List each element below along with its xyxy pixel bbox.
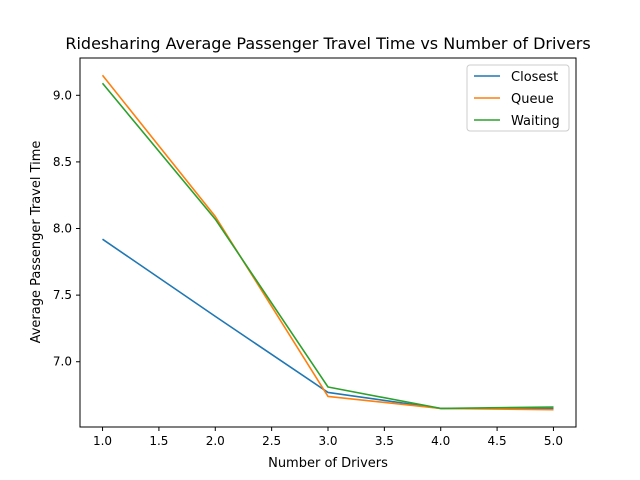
- y-tick-label: 8.5: [53, 155, 72, 169]
- series-line-waiting: [101, 82, 554, 410]
- chart-title: Ridesharing Average Passenger Travel Tim…: [65, 34, 590, 53]
- x-axis-label: Number of Drivers: [268, 456, 388, 471]
- x-tick-label: 1.5: [149, 434, 168, 448]
- legend-box: [466, 64, 570, 132]
- y-axis-ticks: 7.0 7.5 8.0 8.5 9.0: [53, 88, 80, 369]
- x-tick-label: 3.0: [318, 434, 337, 448]
- x-tick-label: 1.0: [93, 434, 112, 448]
- legend-label-waiting: Waiting: [511, 114, 560, 129]
- y-axis-label: Average Passenger Travel Time: [29, 141, 44, 344]
- x-tick-label: 4.5: [488, 434, 507, 448]
- x-tick-label: 2.5: [262, 434, 281, 448]
- plot-lines: [101, 74, 554, 411]
- legend: Closest Queue Waiting: [466, 64, 570, 132]
- x-axis-ticks: 1.0 1.5 2.0 2.5 3.0 3.5 4.0 4.5 5.0: [93, 427, 563, 448]
- y-tick-label: 7.0: [53, 355, 72, 369]
- x-tick-label: 4.0: [431, 434, 450, 448]
- y-tick-label: 8.0: [53, 222, 72, 236]
- series-line-closest: [102, 238, 554, 410]
- legend-label-closest: Closest: [511, 70, 558, 85]
- x-tick-label: 5.0: [544, 434, 563, 448]
- x-tick-label: 3.5: [375, 434, 394, 448]
- x-tick-label: 2.0: [206, 434, 225, 448]
- legend-label-queue: Queue: [511, 92, 554, 107]
- series-line-queue: [101, 74, 554, 411]
- y-tick-label: 9.0: [53, 88, 72, 102]
- y-tick-label: 7.5: [53, 288, 72, 302]
